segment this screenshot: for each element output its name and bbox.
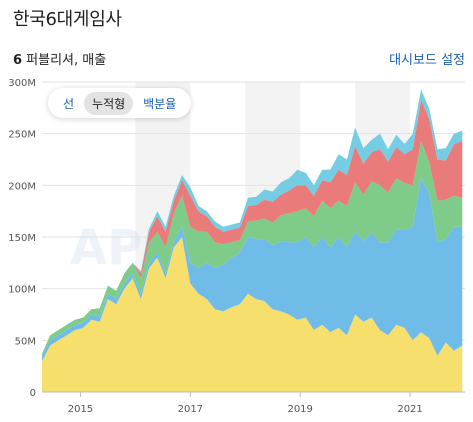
chart-mode-toggle: 선 누적형 백분율 [48,88,192,118]
chart-container: APP 0 50M 100M 150M 200M 250M 300M 2015 2017 2019 2… [0,74,473,422]
y-tick-label-5: 250M [8,130,36,141]
mode-percent-button[interactable]: 백분율 [143,96,177,111]
y-tick-label-4: 200M [8,181,36,192]
y-tick-label-6: 300M [8,78,36,89]
series-area-1 [42,177,463,361]
subtitle: 6 퍼블리셔, 매출 [13,49,106,68]
page-title: 한국6대게임사 [13,9,122,30]
subtitle-text: 퍼블리셔, 매출 [22,53,107,68]
y-tick-label-3: 150M [8,233,36,244]
publisher-count: 6 [13,53,23,68]
y-tick-label-0: 0 [30,388,36,399]
y-tick-label-2: 100M [8,285,36,296]
series-area-3 [42,99,463,354]
x-tick-label-3: 2021 [397,404,422,415]
x-tick-label-2: 2019 [287,404,312,415]
dashboard-settings-link[interactable]: 대시보드 설정 [389,53,465,68]
x-tick-label-0: 2015 [68,404,93,415]
mode-line-button[interactable]: 선 [63,96,75,111]
series-area-0 [42,237,463,392]
x-tick-label-1: 2017 [178,404,203,415]
y-tick-label-1: 50M [15,336,36,347]
mode-stacked-button[interactable]: 누적형 [84,91,134,115]
subtitle-row: 6 퍼블리셔, 매출 대시보드 설정 [13,49,465,69]
series-area-2 [42,140,463,356]
